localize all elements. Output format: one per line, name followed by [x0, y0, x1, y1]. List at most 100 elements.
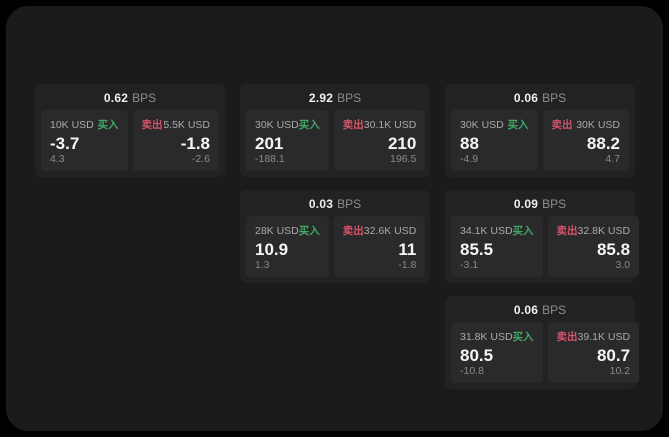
bps-unit: BPS	[542, 196, 567, 211]
sell-price: 85.8	[596, 239, 631, 259]
sell-sub-value: -2.6	[191, 153, 210, 165]
bps-value: 0.03	[308, 196, 334, 211]
buy-tile-top: 30K USD 买入	[255, 117, 320, 132]
sell-tile[interactable]: 卖出 39.1K USD 80.7 10.2	[547, 322, 640, 383]
sell-tile-top: 卖出 5.5K USD	[142, 117, 211, 132]
buy-price: 80.5	[460, 345, 494, 365]
buy-tile-top: 30K USD 买入	[460, 117, 529, 132]
sell-price: 80.7	[596, 345, 631, 365]
buy-side-label: 买入	[97, 119, 119, 131]
buy-tile-top: 28K USD 买入	[255, 223, 320, 238]
sell-sub-value: -1.8	[398, 259, 417, 271]
sell-side-label: 卖出	[556, 225, 578, 237]
buy-tile[interactable]: 28K USD 买入 10.9 1.3	[246, 216, 329, 277]
buy-tile-top: 10K USD 买入	[50, 117, 119, 132]
buy-notional: 34.1K USD	[460, 224, 513, 237]
bps-value: 2.92	[308, 90, 334, 105]
sell-tile[interactable]: 卖出 32.8K USD 85.8 3.0	[547, 216, 640, 277]
sell-sub-value: 10.2	[609, 365, 631, 377]
sell-side-label: 卖出	[342, 225, 364, 237]
sell-tile[interactable]: 卖出 32.6K USD 11 -1.8	[333, 216, 426, 277]
quote-card: 0.62 BPS 10K USD 买入 -3.7 4.3 卖出 5.5K USD	[35, 84, 225, 177]
sell-tile-top: 卖出 30K USD	[552, 117, 621, 132]
quote-card: 0.06 BPS 31.8K USD 买入 80.5 -10.8 卖出 39.1…	[445, 296, 640, 389]
sell-tile[interactable]: 卖出 5.5K USD -1.8 -2.6	[132, 110, 219, 171]
buy-side-label: 买入	[512, 331, 534, 343]
buy-sub-value: -3.1	[460, 259, 479, 271]
quote-card-body: 30K USD 买入 88 -4.9 卖出 30K USD 88.2 4.7	[451, 110, 629, 171]
buy-side-label: 买入	[298, 225, 320, 237]
bps-unit: BPS	[337, 196, 362, 211]
sell-price: 210	[387, 133, 417, 153]
bps-unit: BPS	[542, 90, 567, 105]
bps-header: 0.06 BPS	[445, 84, 635, 108]
quote-card-body: 28K USD 买入 10.9 1.3 卖出 32.6K USD 11 -1.8	[246, 216, 426, 277]
sell-price: -1.8	[180, 133, 210, 153]
buy-notional: 28K USD	[255, 224, 299, 237]
buy-sub-value: 4.3	[50, 153, 65, 165]
sell-side-label: 卖出	[556, 331, 578, 343]
sell-notional: 32.6K USD	[363, 224, 417, 237]
buy-tile-top: 31.8K USD 买入	[460, 329, 534, 344]
quote-card: 2.92 BPS 30K USD 买入 201 -188.1 卖出 30.1K …	[240, 84, 430, 177]
quote-card-body: 31.8K USD 买入 80.5 -10.8 卖出 39.1K USD 80.…	[451, 322, 640, 383]
quote-card-body: 30K USD 买入 201 -188.1 卖出 30.1K USD 210 1…	[246, 110, 426, 171]
sell-tile[interactable]: 卖出 30K USD 88.2 4.7	[542, 110, 629, 171]
sell-sub-value: 196.5	[390, 153, 417, 165]
sell-tile-top: 卖出 39.1K USD	[557, 329, 631, 344]
quote-card: 0.03 BPS 28K USD 买入 10.9 1.3 卖出 32.6K US…	[240, 190, 430, 283]
quote-card-body: 10K USD 买入 -3.7 4.3 卖出 5.5K USD -1.8 -2.…	[41, 110, 219, 171]
quote-card: 0.09 BPS 34.1K USD 买入 85.5 -3.1 卖出 32.8K…	[445, 190, 640, 283]
bps-header: 2.92 BPS	[240, 84, 430, 108]
sell-tile-top: 卖出 32.8K USD	[557, 223, 631, 238]
sell-sub-value: 4.7	[605, 153, 620, 165]
buy-price: 88	[460, 133, 479, 153]
sell-notional: 39.1K USD	[577, 330, 631, 343]
sell-sub-value: 3.0	[615, 259, 631, 271]
bps-header: 0.09 BPS	[445, 190, 635, 214]
bps-unit: BPS	[132, 90, 157, 105]
bps-unit: BPS	[542, 302, 567, 317]
quote-card-body: 34.1K USD 买入 85.5 -3.1 卖出 32.8K USD 85.8…	[451, 216, 640, 277]
bps-value: 0.06	[513, 302, 539, 317]
bps-header: 0.62 BPS	[35, 84, 225, 108]
bps-value: 0.09	[513, 196, 539, 211]
quote-card: 0.06 BPS 30K USD 买入 88 -4.9 卖出 30K USD	[445, 84, 635, 177]
buy-side-label: 买入	[298, 119, 320, 131]
buy-notional: 31.8K USD	[460, 330, 513, 343]
buy-sub-value: -10.8	[460, 365, 484, 377]
buy-tile[interactable]: 30K USD 买入 201 -188.1	[246, 110, 329, 171]
buy-tile[interactable]: 31.8K USD 买入 80.5 -10.8	[451, 322, 543, 383]
bps-value: 0.06	[513, 90, 539, 105]
bps-unit: BPS	[337, 90, 362, 105]
buy-tile[interactable]: 34.1K USD 买入 85.5 -3.1	[451, 216, 543, 277]
bps-header: 0.06 BPS	[445, 296, 635, 320]
sell-tile-top: 卖出 30.1K USD	[343, 117, 417, 132]
buy-tile-top: 34.1K USD 买入	[460, 223, 534, 238]
buy-price: 85.5	[460, 239, 494, 259]
sell-tile-top: 卖出 32.6K USD	[343, 223, 417, 238]
buy-tile[interactable]: 30K USD 买入 88 -4.9	[451, 110, 538, 171]
buy-sub-value: 1.3	[255, 259, 270, 271]
sell-tile[interactable]: 卖出 30.1K USD 210 196.5	[333, 110, 426, 171]
sell-price: 11	[398, 239, 417, 259]
bps-header: 0.03 BPS	[240, 190, 430, 214]
sell-side-label: 卖出	[551, 119, 573, 131]
bps-value: 0.62	[103, 90, 129, 105]
sell-price: 88.2	[586, 133, 620, 153]
buy-notional: 30K USD	[255, 118, 299, 131]
buy-tile[interactable]: 10K USD 买入 -3.7 4.3	[41, 110, 128, 171]
buy-side-label: 买入	[512, 225, 534, 237]
buy-side-label: 买入	[507, 119, 529, 131]
main-panel: 0.62 BPS 10K USD 买入 -3.7 4.3 卖出 5.5K USD	[6, 6, 663, 431]
buy-price: -3.7	[50, 133, 80, 153]
buy-sub-value: -4.9	[460, 153, 479, 165]
sell-notional: 5.5K USD	[163, 118, 210, 131]
buy-sub-value: -188.1	[255, 153, 285, 165]
buy-price: 10.9	[255, 239, 289, 259]
buy-notional: 30K USD	[460, 118, 504, 131]
buy-price: 201	[255, 133, 284, 153]
sell-side-label: 卖出	[141, 119, 163, 131]
sell-notional: 32.8K USD	[577, 224, 631, 237]
